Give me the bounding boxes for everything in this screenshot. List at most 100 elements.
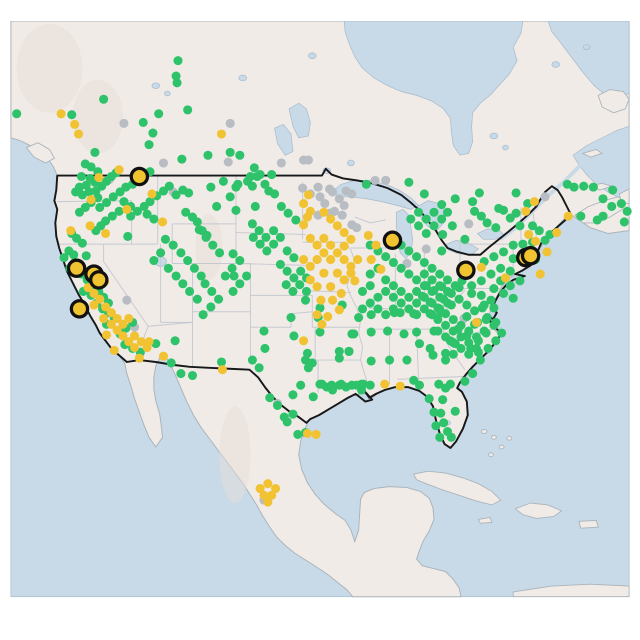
station-dot-yellow[interactable]: [144, 337, 154, 347]
station-dot-green[interactable]: [260, 179, 270, 189]
station-dot-green[interactable]: [515, 276, 525, 286]
highlight-marker[interactable]: [69, 299, 90, 319]
station-dot-green[interactable]: [289, 273, 299, 283]
station-dot-green[interactable]: [460, 376, 470, 386]
station-dot-green[interactable]: [438, 229, 448, 240]
station-dot-green[interactable]: [171, 71, 181, 81]
station-dot-green[interactable]: [281, 280, 291, 290]
station-dot-green[interactable]: [148, 128, 158, 138]
station-dot-yellow[interactable]: [552, 228, 562, 238]
station-dot-green[interactable]: [235, 150, 245, 160]
station-dot-green[interactable]: [108, 192, 118, 202]
station-dot-green[interactable]: [225, 147, 235, 157]
station-dot-green[interactable]: [119, 197, 129, 207]
station-dot-yellow[interactable]: [563, 211, 573, 221]
station-dot-green[interactable]: [163, 263, 173, 273]
station-dot-green[interactable]: [366, 310, 376, 320]
station-dot-green[interactable]: [456, 343, 466, 354]
station-dot-green[interactable]: [315, 379, 325, 389]
station-dot-green[interactable]: [498, 288, 509, 298]
station-dot-yellow[interactable]: [259, 490, 269, 500]
station-dot-green[interactable]: [419, 257, 429, 268]
station-dot-gray[interactable]: [223, 157, 233, 167]
station-dot-gray[interactable]: [370, 175, 380, 185]
station-dot-yellow[interactable]: [134, 353, 144, 363]
station-dot-green[interactable]: [181, 207, 191, 217]
station-dot-green[interactable]: [173, 56, 183, 66]
station-dot-gray[interactable]: [225, 118, 235, 128]
station-dot-green[interactable]: [475, 355, 485, 365]
station-dot-green[interactable]: [505, 281, 515, 291]
station-dot-yellow[interactable]: [312, 282, 322, 292]
station-dot-gray[interactable]: [540, 192, 550, 202]
station-dot-green[interactable]: [489, 284, 499, 294]
station-dot-green[interactable]: [288, 409, 298, 419]
station-dot-yellow[interactable]: [326, 255, 336, 265]
station-dot-green[interactable]: [357, 286, 368, 297]
station-dot-green[interactable]: [404, 246, 414, 256]
station-dot-green[interactable]: [334, 353, 344, 363]
station-dot-green[interactable]: [396, 286, 406, 297]
station-dot-yellow[interactable]: [319, 248, 329, 258]
station-dot-green[interactable]: [421, 281, 431, 291]
station-dot-green[interactable]: [518, 239, 528, 249]
station-dot-green[interactable]: [235, 256, 245, 266]
station-dot-green[interactable]: [385, 355, 395, 365]
station-dot-yellow[interactable]: [529, 197, 539, 207]
station-dot-green[interactable]: [200, 279, 210, 289]
station-dot-yellow[interactable]: [305, 261, 315, 271]
station-dot-yellow[interactable]: [476, 262, 486, 272]
station-dot-green[interactable]: [354, 313, 364, 323]
station-dot-gray[interactable]: [119, 118, 129, 128]
station-dot-green[interactable]: [276, 201, 286, 212]
station-dot-yellow[interactable]: [323, 312, 333, 322]
station-dot-green[interactable]: [421, 214, 431, 224]
station-dot-yellow[interactable]: [83, 283, 93, 293]
highlight-marker[interactable]: [456, 260, 476, 280]
station-dot-green[interactable]: [433, 314, 443, 325]
station-dot-green[interactable]: [214, 294, 224, 304]
station-dot-yellow[interactable]: [312, 310, 322, 320]
station-dot-yellow[interactable]: [124, 337, 134, 347]
station-dot-yellow[interactable]: [312, 255, 322, 265]
station-dot-yellow[interactable]: [332, 268, 342, 278]
station-dot-yellow[interactable]: [371, 240, 381, 250]
station-dot-green[interactable]: [441, 383, 451, 393]
station-dot-yellow[interactable]: [380, 379, 390, 389]
station-dot-yellow[interactable]: [500, 273, 511, 283]
station-dot-green[interactable]: [592, 215, 602, 225]
station-dot-green[interactable]: [192, 294, 202, 304]
station-dot-yellow[interactable]: [328, 295, 338, 305]
station-dot-green[interactable]: [433, 303, 443, 313]
station-dot-green[interactable]: [474, 188, 484, 198]
station-dot-green[interactable]: [569, 182, 579, 192]
station-dot-gray[interactable]: [315, 192, 325, 202]
station-dot-green[interactable]: [498, 247, 509, 257]
station-dot-green[interactable]: [437, 282, 447, 292]
station-dot-green[interactable]: [616, 199, 626, 209]
station-dot-green[interactable]: [425, 309, 435, 319]
station-dot-green[interactable]: [164, 181, 174, 191]
station-dot-green[interactable]: [456, 320, 466, 330]
station-dot-green[interactable]: [254, 226, 264, 236]
station-dot-yellow[interactable]: [332, 221, 342, 231]
station-dot-yellow[interactable]: [339, 241, 349, 251]
station-dot-yellow[interactable]: [94, 172, 104, 183]
station-dot-gray[interactable]: [334, 194, 344, 204]
station-dot-green[interactable]: [406, 214, 416, 224]
station-dot-gray[interactable]: [158, 158, 169, 168]
station-dot-yellow[interactable]: [312, 240, 322, 250]
station-dot-green[interactable]: [208, 240, 218, 250]
station-dot-green[interactable]: [138, 117, 148, 127]
station-dot-green[interactable]: [515, 221, 525, 231]
station-dot-green[interactable]: [187, 370, 198, 381]
station-dot-green[interactable]: [286, 313, 296, 323]
station-dot-green[interactable]: [486, 295, 496, 305]
station-dot-green[interactable]: [508, 240, 518, 250]
station-dot-yellow[interactable]: [336, 288, 346, 298]
station-dot-yellow[interactable]: [350, 276, 360, 286]
station-dot-green[interactable]: [80, 159, 90, 169]
station-dot-green[interactable]: [448, 314, 458, 325]
station-dot-green[interactable]: [212, 201, 222, 212]
station-dot-green[interactable]: [347, 329, 357, 339]
